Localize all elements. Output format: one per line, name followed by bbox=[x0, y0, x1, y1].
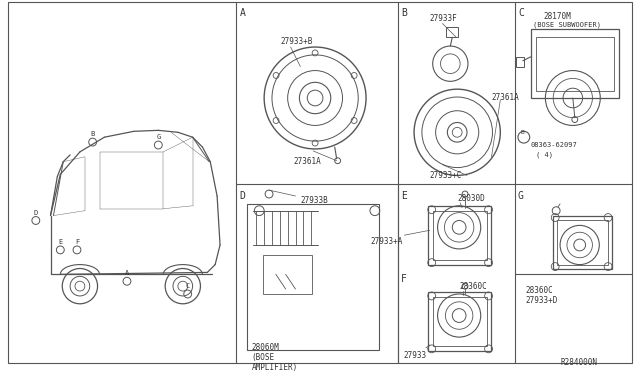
Text: C: C bbox=[518, 8, 524, 18]
Text: 27933+C: 27933+C bbox=[429, 171, 462, 180]
Text: AMPLIFIER): AMPLIFIER) bbox=[252, 363, 298, 372]
Text: B: B bbox=[521, 130, 525, 135]
Text: A: A bbox=[125, 270, 129, 276]
Bar bbox=[557, 221, 608, 264]
Bar bbox=[536, 37, 614, 91]
Text: 27933+A: 27933+A bbox=[370, 237, 403, 246]
Bar bbox=[553, 216, 612, 269]
Text: (BOSE SUBWOOFER): (BOSE SUBWOOFER) bbox=[532, 22, 601, 28]
Text: A: A bbox=[239, 8, 246, 18]
Text: (BOSE: (BOSE bbox=[252, 353, 275, 362]
Text: B: B bbox=[401, 8, 407, 18]
Text: C: C bbox=[186, 283, 190, 289]
Text: G: G bbox=[156, 134, 161, 140]
Text: F: F bbox=[401, 275, 407, 284]
Bar bbox=[433, 297, 486, 346]
Text: 27933B: 27933B bbox=[300, 196, 328, 205]
Bar bbox=[263, 255, 312, 294]
Text: 27933: 27933 bbox=[403, 351, 426, 360]
Bar bbox=[531, 29, 619, 98]
Bar bbox=[516, 57, 524, 67]
Text: 27361A: 27361A bbox=[294, 157, 321, 166]
Text: 28170M: 28170M bbox=[543, 12, 571, 21]
Text: 28060M: 28060M bbox=[252, 343, 279, 352]
Text: 27933F: 27933F bbox=[429, 14, 458, 23]
Bar bbox=[447, 28, 458, 37]
Text: 27933+D: 27933+D bbox=[526, 296, 558, 305]
Text: R284000N: R284000N bbox=[560, 358, 597, 367]
Text: 27933+B: 27933+B bbox=[281, 37, 313, 46]
Bar bbox=[433, 211, 486, 260]
Text: F: F bbox=[75, 239, 79, 245]
Text: 08363-62097: 08363-62097 bbox=[531, 142, 577, 148]
Text: B: B bbox=[90, 131, 95, 137]
Text: G: G bbox=[518, 191, 524, 201]
Text: ( 4): ( 4) bbox=[536, 152, 552, 158]
Text: 27361A: 27361A bbox=[492, 93, 519, 102]
Bar bbox=[428, 206, 492, 264]
Text: 28360C: 28360C bbox=[526, 286, 554, 295]
Text: E: E bbox=[58, 239, 63, 245]
Text: E: E bbox=[401, 191, 407, 201]
Text: 28030D: 28030D bbox=[457, 194, 485, 203]
Text: D: D bbox=[34, 209, 38, 216]
Text: D: D bbox=[239, 191, 246, 201]
Text: 28360C: 28360C bbox=[459, 282, 487, 291]
Bar bbox=[428, 292, 492, 351]
